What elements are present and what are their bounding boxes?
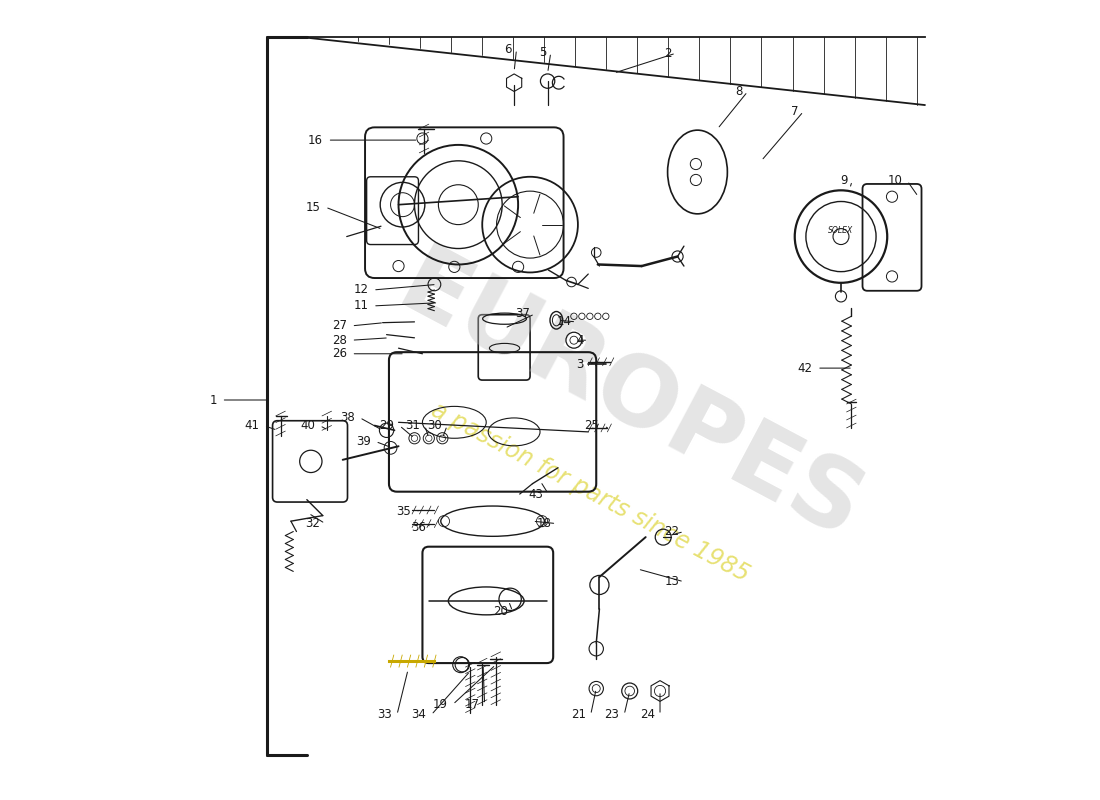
Text: EUROPES: EUROPES: [383, 239, 877, 561]
Text: 30: 30: [428, 419, 442, 432]
Text: 20: 20: [493, 605, 508, 618]
Text: a passion for parts since 1985: a passion for parts since 1985: [427, 398, 754, 586]
Text: 22: 22: [664, 525, 679, 538]
Text: 17: 17: [465, 698, 480, 711]
Text: 21: 21: [571, 709, 586, 722]
Text: 10: 10: [888, 174, 902, 187]
Text: 16: 16: [308, 134, 322, 146]
Text: 38: 38: [340, 411, 354, 424]
Text: 40: 40: [300, 419, 315, 432]
Text: 27: 27: [332, 319, 346, 332]
Text: 12: 12: [353, 283, 369, 297]
Text: 37: 37: [515, 307, 530, 321]
Text: 29: 29: [379, 419, 395, 432]
Text: 6: 6: [504, 42, 512, 56]
Text: 3: 3: [576, 358, 583, 370]
Text: 36: 36: [411, 521, 427, 534]
Text: 33: 33: [377, 709, 392, 722]
Text: 35: 35: [396, 505, 410, 518]
Text: 23: 23: [605, 709, 619, 722]
Text: 26: 26: [332, 347, 346, 360]
Text: 19: 19: [433, 698, 448, 711]
Text: 1: 1: [209, 394, 217, 406]
Text: 39: 39: [355, 435, 371, 448]
Text: 5: 5: [539, 46, 546, 59]
Text: 8: 8: [736, 85, 743, 98]
Text: 31: 31: [405, 419, 420, 432]
Text: 15: 15: [306, 201, 320, 214]
Text: 34: 34: [411, 709, 427, 722]
Text: 28: 28: [332, 334, 346, 346]
Text: 42: 42: [798, 362, 812, 374]
Text: 11: 11: [353, 299, 369, 313]
Text: 4: 4: [576, 334, 583, 346]
Text: 9: 9: [840, 174, 847, 187]
Text: 41: 41: [244, 419, 258, 432]
Text: 14: 14: [557, 315, 572, 328]
Text: SOLEX: SOLEX: [828, 226, 854, 235]
Text: 43: 43: [529, 487, 543, 501]
Text: 13: 13: [664, 575, 679, 588]
Text: 18: 18: [537, 517, 551, 530]
Text: 25: 25: [584, 419, 600, 432]
Text: 2: 2: [663, 46, 671, 60]
Text: 32: 32: [306, 517, 320, 530]
Text: 7: 7: [791, 105, 799, 118]
Text: 24: 24: [640, 709, 656, 722]
